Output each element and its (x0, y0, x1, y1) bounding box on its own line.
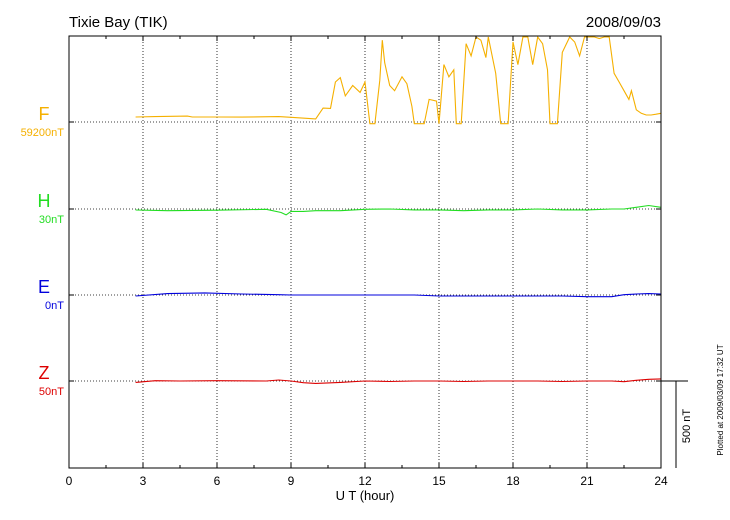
x-tick-label: 18 (506, 474, 520, 488)
series-baseline-e: 0nT (45, 300, 64, 312)
plotted-note: Plotted at 2009/03/09 17:32 UT (716, 344, 725, 455)
series-line-f (135, 35, 662, 125)
series-name-h: H (38, 191, 51, 211)
x-tick-label: 24 (654, 474, 668, 488)
chart-title: Tixie Bay (TIK) (69, 14, 168, 31)
x-axis-label: U T (hour) (336, 488, 395, 503)
series-baseline-z: 50nT (39, 386, 64, 398)
series-labels: F 59200nT H 30nT E 0nT Z 50nT (21, 104, 65, 398)
series-name-e: E (38, 277, 50, 297)
series-name-f: F (39, 104, 50, 124)
scale-bar: 500 nT (661, 380, 693, 468)
x-tick-label: 12 (358, 474, 372, 488)
scale-bar-label: 500 nT (681, 409, 693, 444)
x-tick-label: 0 (66, 474, 73, 488)
x-axis: 0 3 6 9 12 15 18 21 24 (66, 36, 668, 488)
series-name-z: Z (39, 363, 50, 383)
series-line-e (135, 292, 662, 298)
series-line-h (135, 204, 662, 216)
series-baseline-f: 59200nT (21, 127, 65, 139)
chart-date: 2008/09/03 (586, 14, 661, 31)
series-group (135, 35, 662, 384)
series-line-z (135, 378, 662, 384)
x-tick-label: 21 (580, 474, 594, 488)
series-baseline-h: 30nT (39, 214, 64, 226)
x-tick-label: 15 (432, 474, 446, 488)
x-tick-label: 6 (214, 474, 221, 488)
grid (69, 36, 661, 468)
x-tick-label: 9 (288, 474, 295, 488)
x-tick-label: 3 (140, 474, 147, 488)
